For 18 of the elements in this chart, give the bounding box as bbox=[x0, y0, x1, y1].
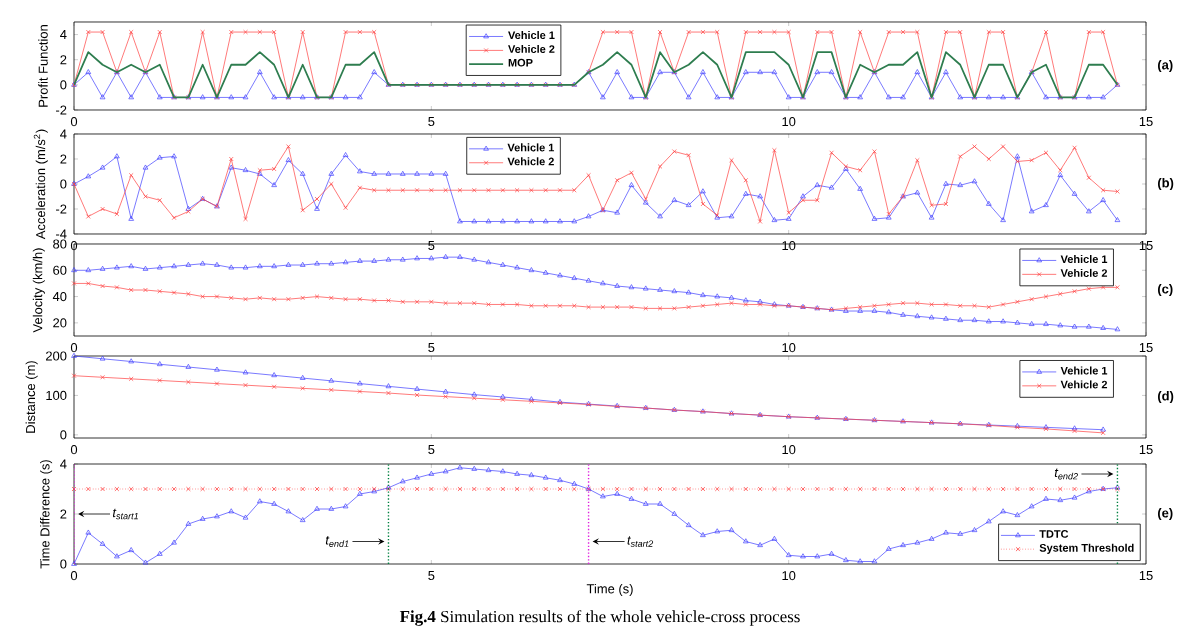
point bbox=[157, 361, 163, 367]
point bbox=[328, 387, 334, 393]
point bbox=[99, 355, 106, 361]
text: Fig.4 Simulation results of the whole vehicle-cross process bbox=[399, 610, 800, 626]
point bbox=[299, 374, 306, 380]
point bbox=[357, 380, 363, 386]
point bbox=[271, 372, 277, 378]
point bbox=[214, 366, 220, 372]
point bbox=[414, 385, 420, 391]
point bbox=[414, 392, 420, 398]
point bbox=[271, 384, 277, 390]
point bbox=[328, 377, 335, 383]
point bbox=[442, 388, 449, 394]
point bbox=[242, 369, 249, 375]
point bbox=[128, 358, 134, 364]
point bbox=[185, 363, 192, 369]
point bbox=[385, 383, 392, 389]
point bbox=[128, 376, 134, 382]
